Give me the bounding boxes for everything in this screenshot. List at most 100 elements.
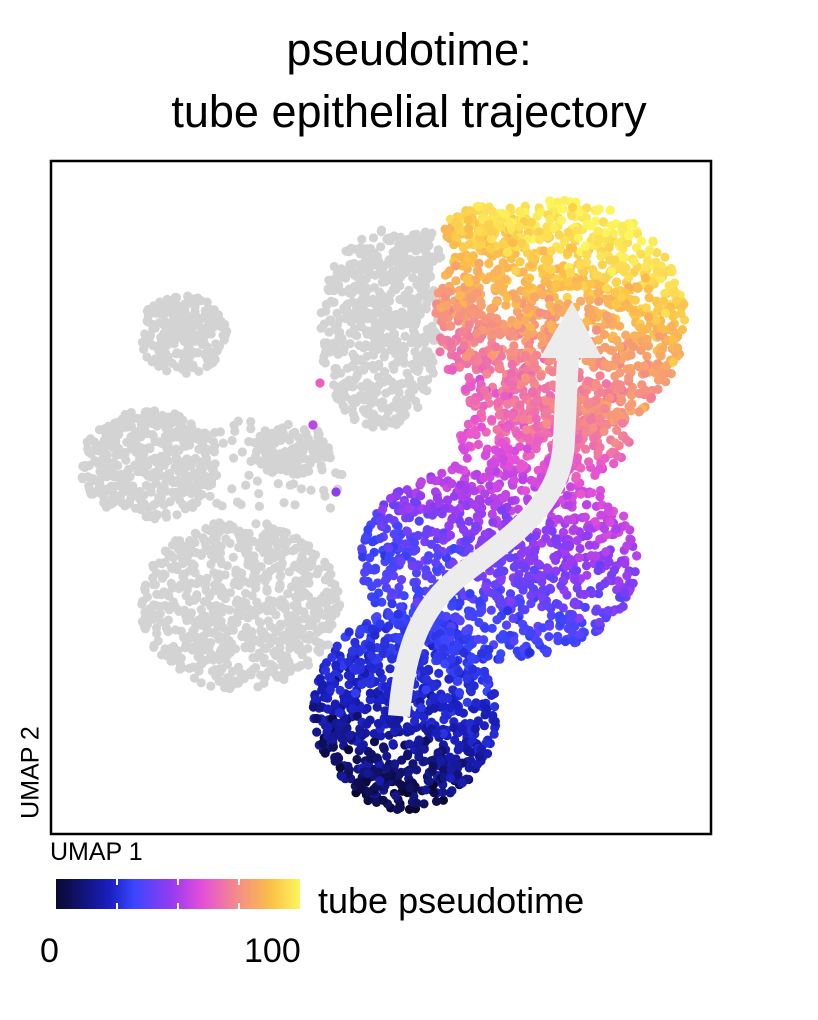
unassigned-cell-point [251,519,261,529]
unassigned-cell-point [201,429,211,439]
unassigned-cell-point [147,410,158,420]
unassigned-cell-point [106,499,116,509]
unassigned-cell-point [227,619,237,629]
unassigned-cell-point [361,244,371,254]
trajectory-cell-point [366,749,376,759]
trajectory-cell-point [355,664,365,674]
trajectory-cell-point [636,236,647,246]
trajectory-cell-point [618,601,628,612]
trajectory-cell-point [544,632,554,642]
unassigned-cell-point [201,597,212,607]
unassigned-cell-point [208,358,218,368]
trajectory-cell-point [536,331,546,341]
unassigned-cell-point [316,323,326,333]
trajectory-cell-point [391,791,401,801]
unassigned-cell-point [312,569,322,579]
trajectory-cell-point [660,252,670,262]
unassigned-cell-point [268,524,278,534]
unassigned-cell-point [313,426,323,436]
trajectory-cell-point [587,488,597,498]
trajectory-cell-point [486,690,496,701]
trajectory-cell-point [465,589,475,599]
trajectory-cell-point [546,246,556,256]
trajectory-cell-point [323,722,333,732]
trajectory-cell-point [424,665,434,676]
unassigned-cell-point [413,333,423,343]
unassigned-cell-point [229,453,239,463]
trajectory-cell-point [492,615,502,625]
trajectory-cell-point [421,571,431,581]
unassigned-cell-point [286,611,296,621]
unassigned-cell-point [390,349,401,359]
unassigned-cell-point [241,549,251,559]
unassigned-cell-point [263,542,273,552]
unassigned-cell-point [405,235,415,245]
trajectory-cell-point [552,539,562,550]
unassigned-cell-point [126,421,136,431]
trajectory-cell-point [402,751,412,761]
unassigned-cell-point [433,245,443,255]
unassigned-cell-point [205,491,215,501]
trajectory-cell-point [455,311,465,321]
trajectory-cell-point [452,759,462,770]
trajectory-cell-point [520,373,531,383]
trajectory-cell-point [402,485,412,495]
trajectory-cell-point [624,401,634,412]
unassigned-cell-point [182,482,192,492]
unassigned-cell-point [178,326,188,336]
trajectory-cell-point [401,539,411,549]
trajectory-cell-point [596,510,606,520]
unassigned-cell-point [193,652,203,662]
trajectory-cell-point [385,493,396,504]
trajectory-cell-point [524,555,535,565]
unassigned-cell-point [151,499,161,509]
unassigned-cell-point [299,425,309,435]
unassigned-cell-point [101,484,111,494]
unassigned-cell-point [303,644,313,654]
trajectory-cell-point [607,266,617,277]
trajectory-cell-point [455,291,465,301]
unassigned-cell-point [148,580,159,590]
trajectory-cell-point [462,674,472,684]
unassigned-cell-point [160,570,170,580]
unassigned-cell-point [169,300,179,310]
trajectory-cell-point [331,660,341,670]
trajectory-cell-point [614,577,624,587]
unassigned-cell-point [414,360,424,370]
trajectory-cell-point [447,365,457,375]
unassigned-cell-point [175,495,185,505]
trajectory-cell-point [600,578,610,589]
unassigned-cell-point [109,457,119,467]
unassigned-cell-point [241,480,251,490]
trajectory-cell-point [405,783,415,793]
unassigned-cell-point [139,455,149,465]
trajectory-cell-point [445,703,455,713]
trajectory-cell-point [591,378,601,389]
unassigned-cell-point [323,596,333,606]
trajectory-cell-point [378,795,388,805]
unassigned-cell-point [151,568,161,578]
unassigned-cell-point [120,448,130,458]
trajectory-cell-point [375,776,385,786]
trajectory-cell-point [388,739,398,749]
trajectory-cell-point [439,634,449,645]
unassigned-cell-point [202,655,212,665]
trajectory-cell-point [432,651,442,662]
trajectory-cell-point [414,735,424,745]
trajectory-cell-point [426,475,436,485]
trajectory-cell-point [546,265,557,275]
trajectory-cell-point [424,776,434,787]
unassigned-cell-point [286,452,296,462]
trajectory-cell-point [451,261,461,271]
unassigned-cell-point [229,579,239,590]
trajectory-cell-point [479,386,490,396]
trajectory-cell-point [445,627,455,637]
unassigned-cell-point [140,613,150,623]
unassigned-cell-point [214,569,224,579]
trajectory-cell-point [421,685,431,695]
unassigned-cell-point [212,498,222,508]
trajectory-cell-point [502,293,512,303]
trajectory-cell-point [576,489,586,499]
unassigned-cell-point [184,549,195,559]
trajectory-cell-point [393,619,403,629]
